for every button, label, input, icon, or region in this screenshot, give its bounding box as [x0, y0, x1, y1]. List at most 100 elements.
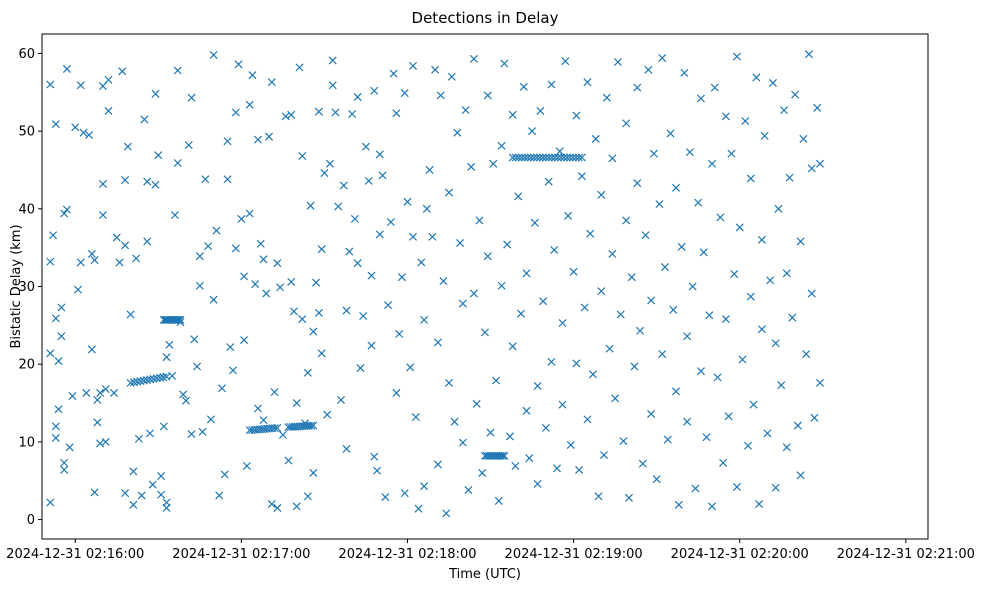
data-point [156, 373, 165, 382]
data-point [674, 500, 683, 509]
data-point [204, 242, 213, 251]
data-point [76, 81, 85, 90]
data-point [505, 432, 514, 441]
data-point [62, 205, 71, 214]
data-point [732, 482, 741, 491]
data-point [143, 177, 152, 186]
data-point [672, 387, 681, 396]
y-tick-label: 20 [18, 358, 35, 373]
data-point [433, 338, 442, 347]
data-point [788, 313, 797, 322]
data-point [613, 57, 622, 66]
data-point [572, 359, 581, 368]
data-point [345, 247, 354, 256]
data-point [231, 108, 240, 117]
y-tick-label: 10 [18, 435, 35, 450]
data-point [482, 451, 491, 460]
data-point [140, 115, 149, 124]
data-point [721, 315, 730, 324]
data-point [439, 277, 448, 286]
data-point [757, 235, 766, 244]
data-point [187, 430, 196, 439]
y-tick-label: 30 [18, 280, 35, 295]
data-point [528, 127, 537, 136]
data-point [738, 355, 747, 364]
data-point [494, 496, 503, 505]
data-point [248, 71, 257, 80]
data-point [170, 210, 179, 220]
data-point [541, 423, 550, 432]
data-point [813, 103, 822, 112]
data-point [176, 315, 185, 324]
data-point [223, 137, 232, 146]
data-point [54, 357, 63, 366]
data-point [126, 378, 135, 387]
data-point [49, 231, 58, 240]
data-point [181, 396, 190, 405]
data-point [93, 418, 102, 427]
data-point [458, 438, 467, 447]
data-point [555, 147, 564, 156]
data-point [544, 177, 553, 186]
data-point [694, 198, 703, 207]
data-point [535, 153, 544, 162]
x-tick-label: 2024-12-31 02:20:00 [671, 547, 809, 562]
data-point [511, 461, 520, 470]
data-point [375, 230, 384, 239]
data-point [187, 93, 196, 102]
data-point [498, 451, 507, 460]
data-point [622, 216, 631, 225]
data-point [655, 200, 664, 209]
data-point [273, 503, 282, 512]
data-point [90, 488, 99, 497]
data-point [744, 441, 753, 450]
data-point [624, 493, 633, 502]
data-point [708, 502, 717, 511]
data-point [226, 343, 235, 352]
data-point [741, 116, 750, 126]
data-point [514, 192, 523, 201]
data-point [139, 376, 148, 385]
data-point [561, 57, 570, 66]
data-point [256, 239, 265, 248]
data-point [96, 439, 105, 448]
data-point [212, 226, 221, 235]
data-point [539, 297, 548, 306]
data-point [605, 344, 614, 353]
data-point [381, 493, 390, 502]
data-point [588, 370, 598, 379]
data-point [568, 153, 577, 162]
data-point [198, 427, 207, 436]
x-axis: 2024-12-31 02:16:00 2024-12-31 02:17:00 20… [6, 539, 975, 562]
data-point [121, 489, 130, 498]
data-point [314, 107, 323, 116]
data-point [151, 180, 160, 189]
data-point [461, 106, 470, 115]
data-point [132, 254, 141, 263]
data-point [494, 451, 503, 460]
data-point [564, 211, 573, 220]
data-point [157, 472, 166, 481]
data-point [696, 94, 705, 103]
data-point [442, 509, 451, 518]
data-point [101, 385, 110, 394]
data-point [608, 249, 617, 258]
data-point [688, 282, 697, 291]
data-point [500, 451, 509, 460]
data-point [46, 349, 55, 358]
y-tick-label: 40 [18, 202, 35, 217]
data-point [406, 363, 415, 372]
data-point [62, 64, 71, 73]
data-point [532, 153, 541, 162]
data-point [82, 388, 91, 397]
data-point [633, 179, 642, 188]
data-point [721, 112, 730, 121]
data-point [384, 301, 393, 310]
data-point [148, 480, 157, 489]
data-point [240, 272, 249, 281]
data-point [472, 399, 481, 408]
data-point [136, 377, 145, 386]
data-point [253, 404, 262, 413]
data-point [577, 153, 586, 162]
data-point [746, 292, 755, 301]
